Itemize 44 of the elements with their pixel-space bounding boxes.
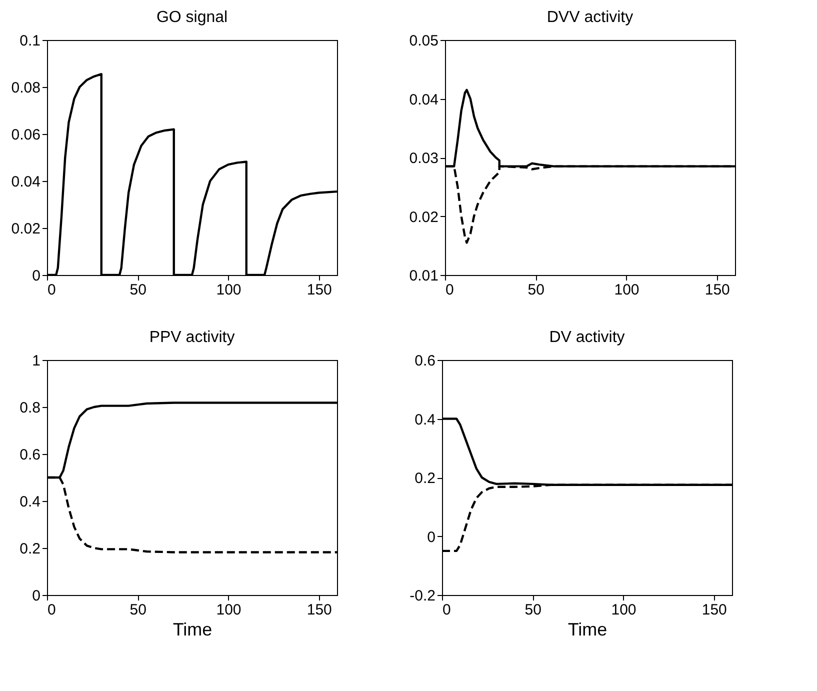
x-tick-label: 150 (306, 282, 332, 298)
y-tick-label: 0.6 (414, 352, 436, 370)
x-tick-label: 100 (216, 282, 242, 298)
y-tick-label: 0.01 (409, 268, 438, 284)
x-tick-label: 100 (611, 602, 636, 618)
y-tick-label: 0.04 (11, 174, 40, 190)
y-tick-label: 1 (32, 352, 40, 370)
x-tick-label: 0 (48, 602, 56, 618)
x-tick-label: 150 (702, 602, 727, 618)
x-axis-title: Time (568, 620, 608, 640)
y-tick-label: 0 (32, 268, 40, 284)
x-tick-label: 100 (216, 602, 242, 618)
y-tick-label: 0 (32, 588, 40, 604)
y-tick-label: 0 (427, 528, 436, 546)
x-tick-label: 50 (130, 282, 146, 298)
chart-title: GO signal (156, 9, 228, 26)
y-tick-label: 0.06 (11, 126, 40, 144)
chart-title: DVV activity (546, 9, 634, 26)
y-tick-label: 0.2 (414, 470, 436, 487)
y-tick-label: 0.08 (11, 80, 40, 96)
x-tick-label: 0 (446, 282, 454, 298)
y-tick-label: -0.2 (410, 588, 436, 604)
y-tick-label: 0.02 (11, 220, 40, 238)
y-tick-label: 0.04 (409, 91, 438, 108)
y-tick-label: 0.4 (20, 494, 40, 510)
x-tick-label: 0 (442, 602, 451, 618)
y-tick-label: 0.1 (20, 32, 40, 50)
x-tick-label: 0 (48, 282, 56, 298)
x-tick-label: 150 (704, 282, 730, 298)
chart-title: DV activity (549, 329, 625, 346)
x-tick-label: 100 (614, 282, 640, 298)
y-tick-label: 0.2 (20, 540, 40, 558)
x-tick-label: 50 (130, 602, 146, 618)
x-tick-label: 50 (524, 602, 542, 618)
y-tick-label: 0.03 (409, 150, 438, 167)
x-tick-label: 50 (528, 282, 544, 298)
y-tick-label: 0.8 (20, 400, 40, 416)
x-tick-label: 150 (306, 602, 332, 618)
y-tick-label: 0.02 (409, 208, 438, 226)
x-axis-title: Time (172, 620, 212, 640)
chart-title: PPV activity (149, 329, 235, 346)
y-tick-label: 0.05 (409, 32, 438, 50)
y-tick-label: 0.4 (414, 411, 436, 428)
y-tick-label: 0.6 (20, 446, 40, 464)
